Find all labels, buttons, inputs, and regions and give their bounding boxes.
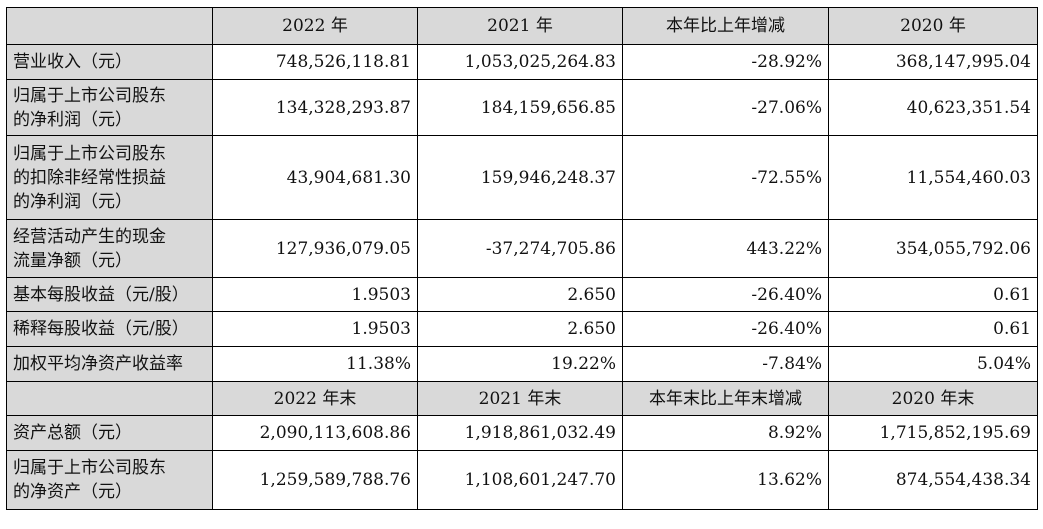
row-label: 归属于上市公司股东 的净利润（元） <box>6 79 213 136</box>
column-header: 2020 年末 <box>828 381 1038 416</box>
value-cell: 8.92% <box>622 415 829 451</box>
value-cell: 748,526,118.81 <box>212 44 418 80</box>
value-cell: 874,554,438.34 <box>828 450 1038 510</box>
value-cell: -27.06% <box>622 79 829 136</box>
table-row: 营业收入（元） 748,526,118.81 1,053,025,264.83 … <box>6 44 1038 80</box>
value-cell: 1,053,025,264.83 <box>417 44 623 80</box>
value-cell: 0.61 <box>828 277 1038 312</box>
value-cell: 11,554,460.03 <box>828 135 1038 220</box>
value-cell: 2.650 <box>417 277 623 312</box>
value-cell: 1,259,589,788.76 <box>212 450 418 510</box>
value-cell: 1,108,601,247.70 <box>417 450 623 510</box>
value-cell: -28.92% <box>622 44 829 80</box>
value-cell: -37,274,705.86 <box>417 219 623 278</box>
value-cell: -26.40% <box>622 311 829 347</box>
value-cell: 368,147,995.04 <box>828 44 1038 80</box>
value-cell: 184,159,656.85 <box>417 79 623 136</box>
table-row: 经营活动产生的现金 流量净额（元） 127,936,079.05 -37,274,… <box>6 219 1038 278</box>
value-cell: -26.40% <box>622 277 829 312</box>
value-cell: 2,090,113,608.86 <box>212 415 418 451</box>
row-label: 稀释每股收益（元/股） <box>6 311 213 347</box>
value-cell: 354,055,792.06 <box>828 219 1038 278</box>
value-cell: 1.9503 <box>212 311 418 347</box>
row-label: 基本每股收益（元/股） <box>6 277 213 312</box>
table-row: 归属于上市公司股东 的扣除非经常性损益 的净利润（元） 43,904,681.30 … <box>6 135 1038 220</box>
column-header: 2021 年末 <box>417 381 623 416</box>
value-cell: 443.22% <box>622 219 829 278</box>
financial-summary-table: 2022 年 2021 年 本年比上年增减 2020 年 营业收入（元） 748… <box>6 7 1038 510</box>
column-header: 2022 年 <box>212 7 418 45</box>
column-header: 2021 年 <box>417 7 623 45</box>
value-cell: 0.61 <box>828 311 1038 347</box>
value-cell: 19.22% <box>417 346 623 382</box>
value-cell: 127,936,079.05 <box>212 219 418 278</box>
value-cell: 11.38% <box>212 346 418 382</box>
header-row-annual: 2022 年 2021 年 本年比上年增减 2020 年 <box>6 7 1038 45</box>
value-cell: 1,918,861,032.49 <box>417 415 623 451</box>
table-row: 稀释每股收益（元/股） 1.9503 2.650 -26.40% 0.61 <box>6 311 1038 347</box>
row-label: 资产总额（元） <box>6 415 213 451</box>
column-header: 2020 年 <box>828 7 1038 45</box>
table-row: 资产总额（元） 2,090,113,608.86 1,918,861,032.4… <box>6 415 1038 451</box>
row-label: 经营活动产生的现金 流量净额（元） <box>6 219 213 278</box>
value-cell: -72.55% <box>622 135 829 220</box>
header-corner-cell <box>6 381 213 416</box>
value-cell: 134,328,293.87 <box>212 79 418 136</box>
column-header: 本年末比上年末增减 <box>622 381 829 416</box>
value-cell: 40,623,351.54 <box>828 79 1038 136</box>
row-label: 加权平均净资产收益率 <box>6 346 213 382</box>
value-cell: 43,904,681.30 <box>212 135 418 220</box>
value-cell: 1,715,852,195.69 <box>828 415 1038 451</box>
value-cell: 2.650 <box>417 311 623 347</box>
row-label: 归属于上市公司股东 的净资产（元） <box>6 450 213 510</box>
value-cell: 1.9503 <box>212 277 418 312</box>
column-header: 本年比上年增减 <box>622 7 829 45</box>
column-header: 2022 年末 <box>212 381 418 416</box>
table-row: 归属于上市公司股东 的净利润（元） 134,328,293.87 184,159,… <box>6 79 1038 136</box>
value-cell: 13.62% <box>622 450 829 510</box>
table-row: 归属于上市公司股东 的净资产（元） 1,259,589,788.76 1,108,… <box>6 450 1038 510</box>
value-cell: -7.84% <box>622 346 829 382</box>
table-row: 加权平均净资产收益率 11.38% 19.22% -7.84% 5.04% <box>6 346 1038 382</box>
row-label: 归属于上市公司股东 的扣除非经常性损益 的净利润（元） <box>6 135 213 220</box>
value-cell: 5.04% <box>828 346 1038 382</box>
table-row: 基本每股收益（元/股） 1.9503 2.650 -26.40% 0.61 <box>6 277 1038 312</box>
row-label: 营业收入（元） <box>6 44 213 80</box>
header-corner-cell <box>6 7 213 45</box>
header-row-year-end: 2022 年末 2021 年末 本年末比上年末增减 2020 年末 <box>6 381 1038 416</box>
value-cell: 159,946,248.37 <box>417 135 623 220</box>
